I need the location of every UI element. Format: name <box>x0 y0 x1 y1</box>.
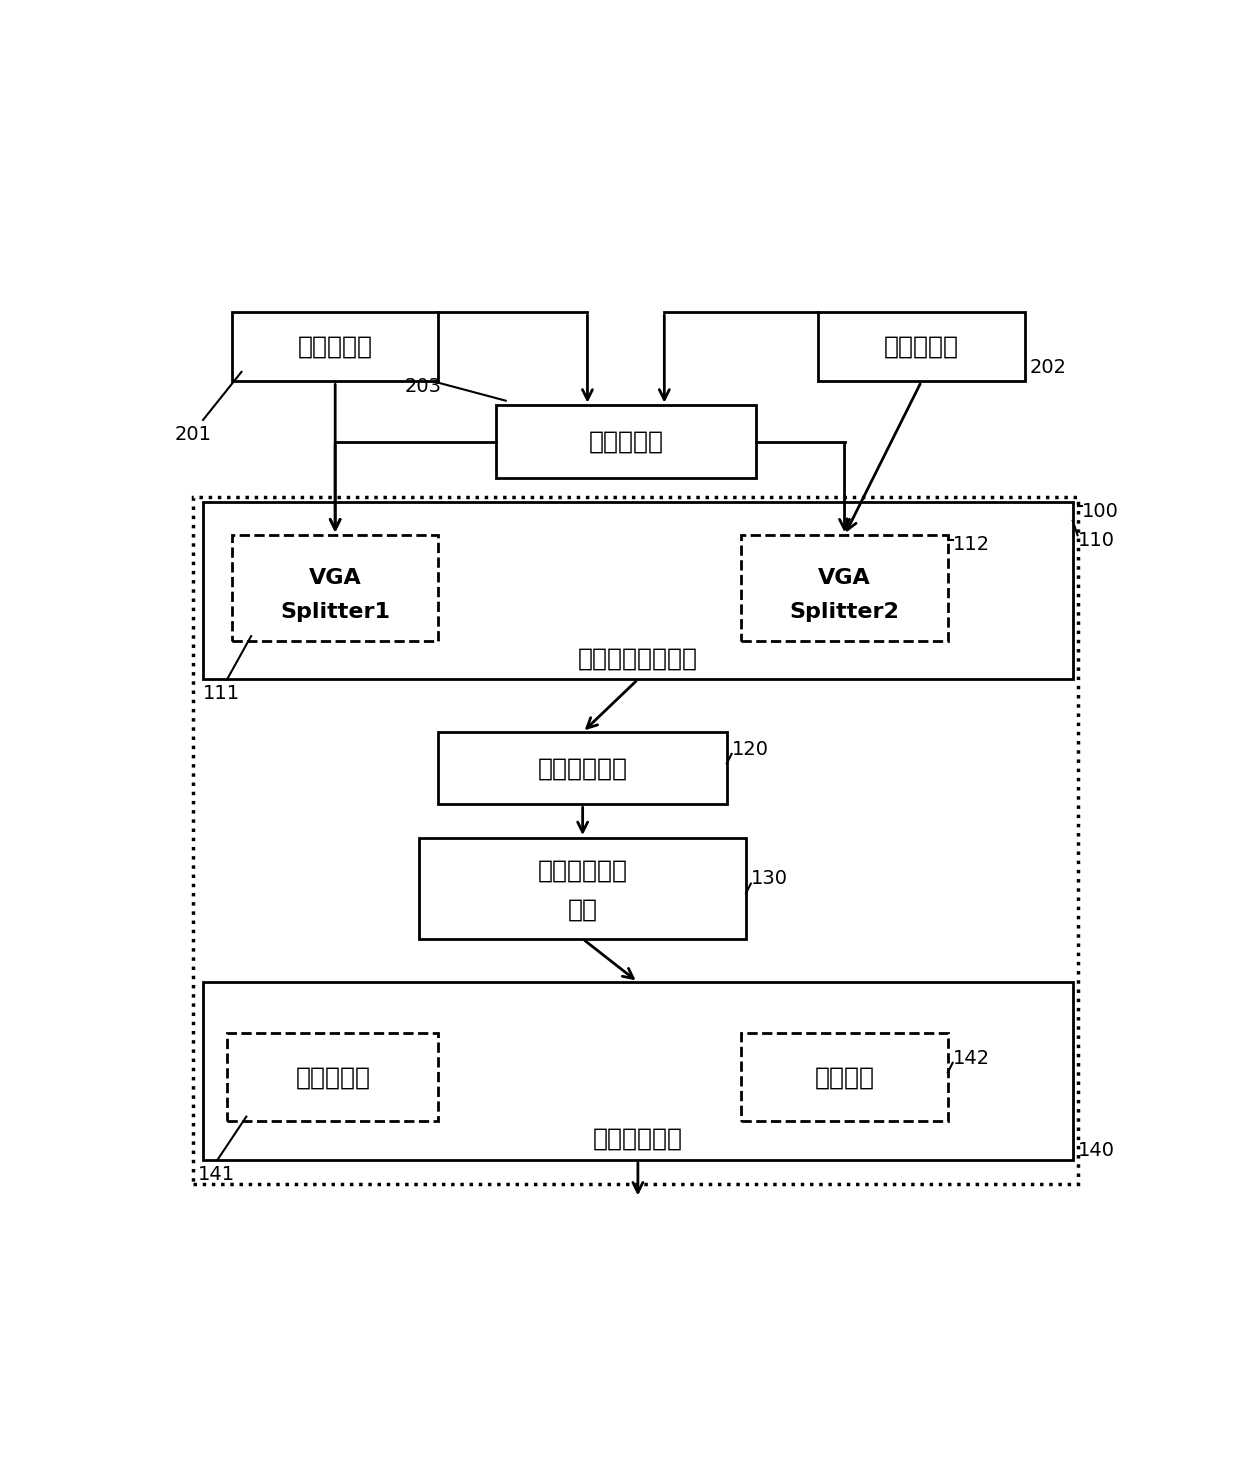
Text: Splitter1: Splitter1 <box>280 602 391 621</box>
Bar <box>742 535 947 640</box>
Text: 第二测厚仪: 第二测厚仪 <box>884 335 959 358</box>
Text: 字符提取单元: 字符提取单元 <box>538 757 627 780</box>
Text: 仪器显示器: 仪器显示器 <box>589 429 663 454</box>
Text: Splitter2: Splitter2 <box>790 602 899 621</box>
Text: 单元: 单元 <box>568 898 598 921</box>
Text: 膜厚图像拾取单元: 膜厚图像拾取单元 <box>578 646 698 670</box>
Bar <box>496 405 755 477</box>
Text: 142: 142 <box>952 1049 990 1068</box>
Text: VGA: VGA <box>818 569 870 589</box>
Text: 140: 140 <box>1078 1141 1115 1159</box>
Text: 监视显示器: 监视显示器 <box>295 1065 371 1089</box>
Bar <box>232 313 439 382</box>
Bar <box>419 837 746 939</box>
Bar <box>818 313 1024 382</box>
Text: 数据输出单元: 数据输出单元 <box>593 1127 683 1150</box>
Text: 110: 110 <box>1078 530 1115 549</box>
Bar <box>203 501 1073 679</box>
Bar <box>203 983 1073 1161</box>
Text: 203: 203 <box>404 376 441 395</box>
Bar <box>227 1033 439 1121</box>
Bar <box>193 497 1078 1184</box>
Text: 报警模块: 报警模块 <box>815 1065 874 1089</box>
Text: 141: 141 <box>198 1165 236 1184</box>
Text: 120: 120 <box>732 739 769 758</box>
Bar <box>742 1033 947 1121</box>
Text: 膜厚数据提取: 膜厚数据提取 <box>538 859 627 883</box>
Bar <box>232 535 439 640</box>
Text: 130: 130 <box>751 870 787 889</box>
Bar <box>439 732 727 805</box>
Text: 201: 201 <box>174 425 211 444</box>
Text: VGA: VGA <box>309 569 362 589</box>
Text: 111: 111 <box>203 685 241 704</box>
Text: 100: 100 <box>1083 502 1120 520</box>
Text: 112: 112 <box>952 535 990 554</box>
Text: 第一测厚仪: 第一测厚仪 <box>298 335 373 358</box>
Text: 202: 202 <box>1029 357 1066 376</box>
